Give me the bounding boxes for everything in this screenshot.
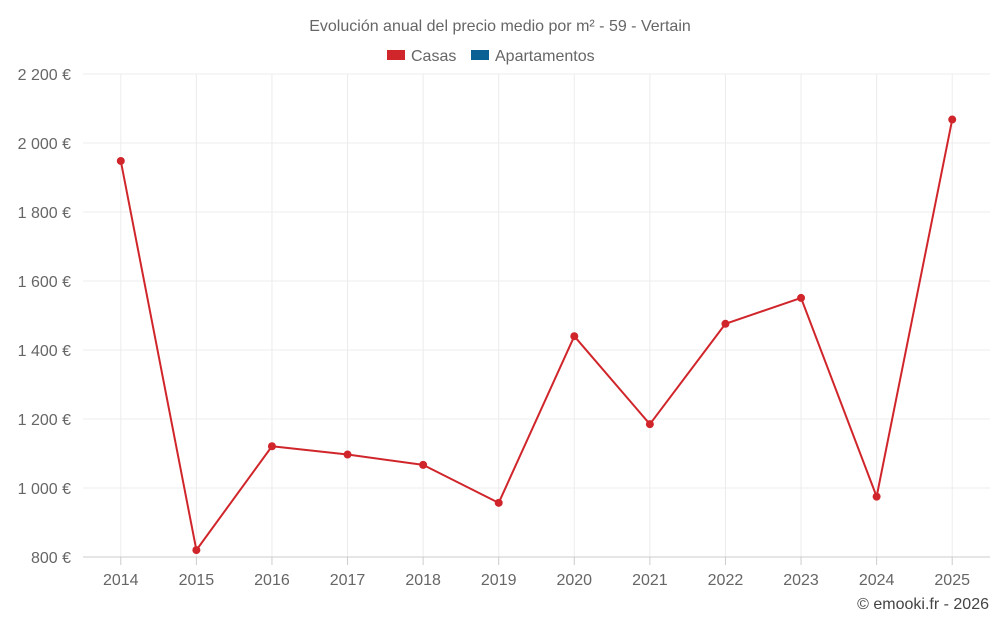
- x-tick-label: 2024: [859, 572, 895, 589]
- y-tick-label: 2 000 €: [18, 136, 71, 153]
- data-point-casas-2024[interactable]: [872, 492, 881, 501]
- legend-label-casas: Casas: [411, 48, 456, 65]
- y-tick-label: 1 200 €: [18, 412, 71, 429]
- y-tick-label: 1 400 €: [18, 343, 71, 360]
- legend: Casas Apartamentos: [387, 48, 595, 65]
- data-point-casas-2017[interactable]: [343, 450, 352, 459]
- y-tick-label: 2 200 €: [18, 67, 71, 84]
- data-point-casas-2023[interactable]: [797, 293, 806, 302]
- x-tick-label: 2017: [330, 572, 366, 589]
- x-tick-label: 2015: [179, 572, 215, 589]
- data-point-casas-2016[interactable]: [267, 442, 276, 451]
- x-tick-label: 2022: [708, 572, 744, 589]
- series-line-casas: [119, 119, 954, 552]
- x-tick-label: 2023: [783, 572, 819, 589]
- x-tick-label: 2014: [103, 572, 139, 589]
- x-tick-label: 2019: [481, 572, 517, 589]
- legend-item-apartamentos[interactable]: Apartamentos: [471, 48, 595, 65]
- x-tick-label: 2018: [405, 572, 441, 589]
- legend-label-apartamentos: Apartamentos: [495, 48, 595, 65]
- x-axis-tick-labels: 2014 2015 2016 2017 2018 2019 2020 2021 2022 2023…: [103, 572, 970, 589]
- legend-item-casas[interactable]: Casas: [387, 48, 456, 65]
- grid: [83, 73, 990, 557]
- y-tick-label: 1 000 €: [18, 481, 71, 498]
- y-tick-label: 1 600 €: [18, 274, 71, 291]
- chart-title: Evolución anual del precio medio por m² …: [309, 18, 691, 35]
- data-point-casas-2025[interactable]: [948, 115, 957, 124]
- credit-text: © emooki.fr - 2026: [857, 596, 989, 613]
- data-point-casas-2015[interactable]: [192, 546, 201, 555]
- x-tick-label: 2025: [934, 572, 970, 589]
- y-axis-tick-labels: 800 € 1 000 € 1 200 € 1 400 € 1 600 € 1 800 €…: [18, 67, 71, 567]
- x-tick-label: 2016: [254, 572, 290, 589]
- x-tick-label: 2021: [632, 572, 668, 589]
- legend-swatch-apartamentos: [471, 50, 489, 60]
- data-point-casas-2018[interactable]: [419, 460, 428, 469]
- x-tick-label: 2020: [556, 572, 592, 589]
- series: [116, 115, 957, 555]
- data-point-casas-2019[interactable]: [494, 498, 503, 507]
- y-tick-label: 800 €: [31, 550, 71, 567]
- legend-swatch-casas: [387, 50, 405, 60]
- data-point-casas-2021[interactable]: [645, 420, 654, 429]
- data-point-casas-2022[interactable]: [721, 319, 730, 328]
- data-point-casas-2020[interactable]: [570, 332, 579, 341]
- y-tick-label: 1 800 €: [18, 205, 71, 222]
- axes: [83, 556, 990, 565]
- data-point-casas-2014[interactable]: [116, 156, 125, 165]
